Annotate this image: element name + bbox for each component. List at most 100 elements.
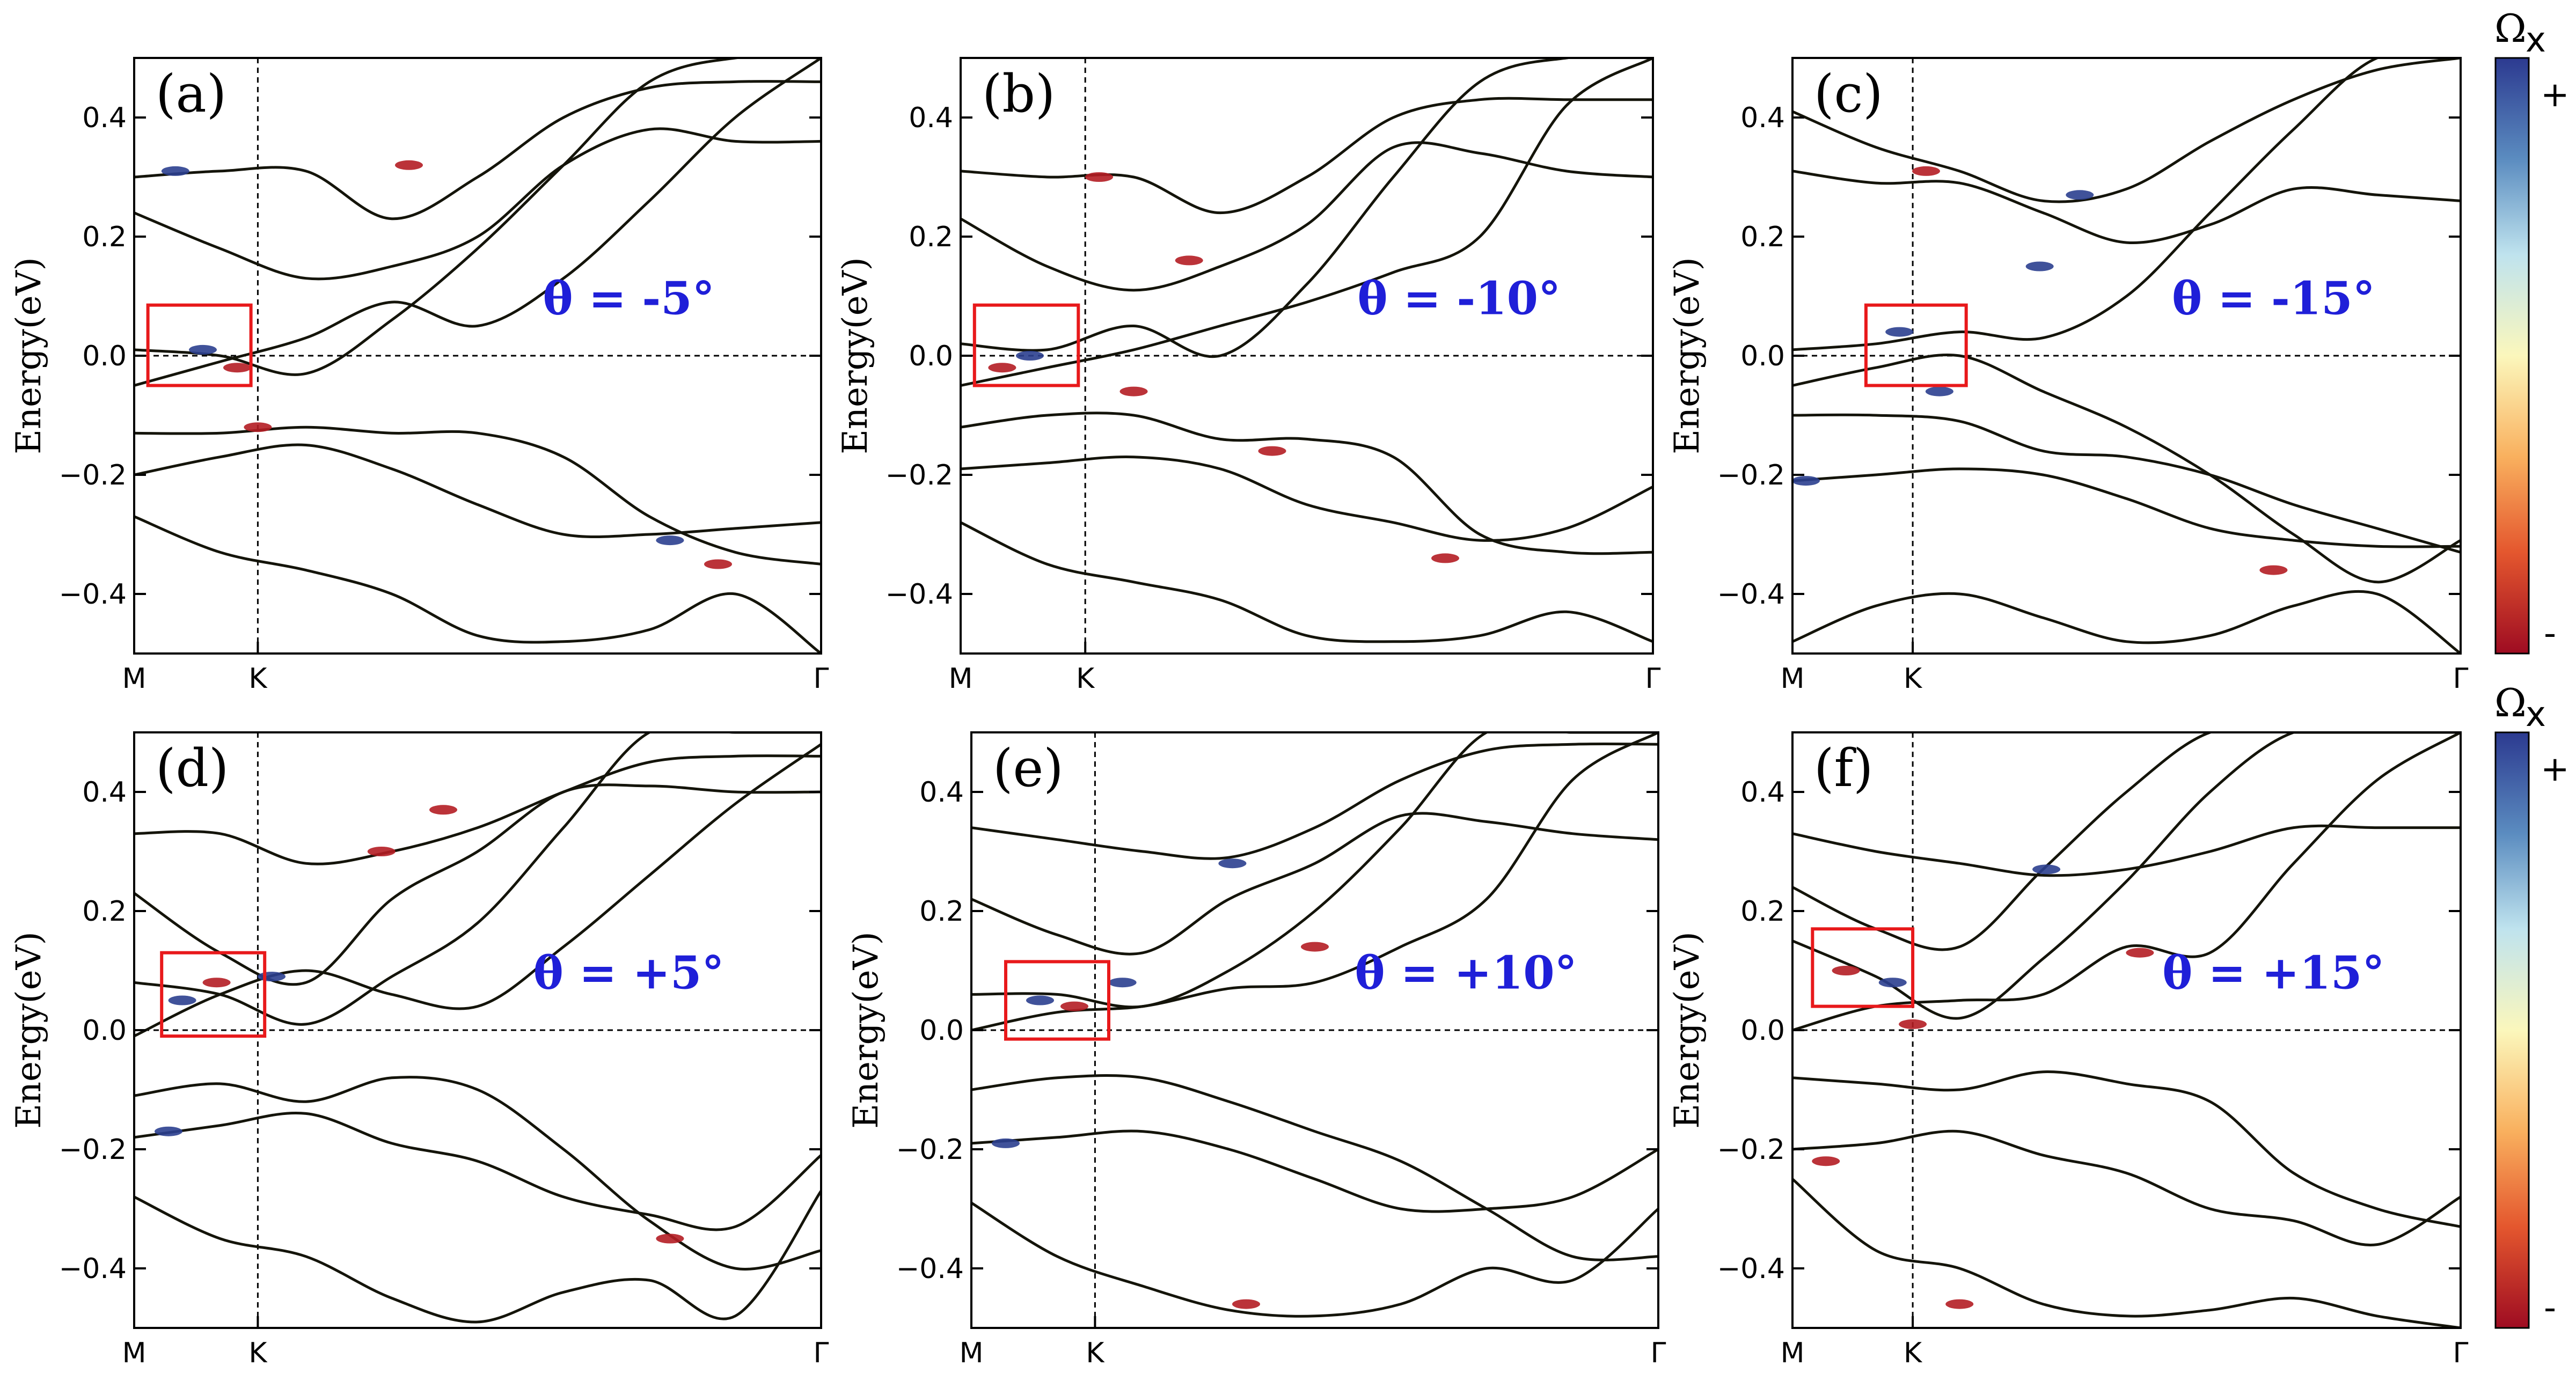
berry-hotspot-6 xyxy=(656,535,684,546)
theta-label: θ = -5° xyxy=(543,271,714,325)
band-line-3 xyxy=(134,732,821,1026)
berry-hotspot-5 xyxy=(1301,942,1329,952)
berry-hotspot-2 xyxy=(1060,1001,1088,1011)
band-line-2 xyxy=(134,783,821,986)
y-tick-label: 0.4 xyxy=(82,776,127,809)
berry-hotspot-6 xyxy=(155,1126,182,1136)
y-tick-label: −0.4 xyxy=(59,578,127,611)
panel-label: (c) xyxy=(1814,64,1883,124)
x-tick-label: M xyxy=(122,1337,147,1369)
y-tick-label: −0.4 xyxy=(1717,578,1785,611)
y-axis-label: Energy(eV) xyxy=(9,257,49,454)
band-line-7 xyxy=(1792,590,2461,654)
panel-d: 0.4 0.2 0.0 −0.2 −0.4 M K Γ Energy(eV) (d) θ = +5° xyxy=(9,731,829,1369)
band-line-2 xyxy=(1792,732,2461,951)
axes-frame xyxy=(960,57,1654,655)
x-tick-label: K xyxy=(248,1337,268,1369)
berry-hotspot-3 xyxy=(1912,166,1940,176)
berry-hotspot-1 xyxy=(168,995,196,1005)
berry-hotspot-2 xyxy=(1878,978,1907,988)
y-axis-label: Energy(eV) xyxy=(1667,931,1707,1129)
bands xyxy=(134,58,821,654)
y-axis-label: Energy(eV) xyxy=(836,257,875,454)
berry-hotspot-5 xyxy=(1119,386,1148,397)
berry-hotspot-1 xyxy=(1885,327,1914,337)
highlight-box xyxy=(146,303,253,387)
x-tick-label: K xyxy=(1904,1337,1923,1369)
panel-f: 0.4 0.2 0.0 −0.2 −0.4 M K Γ Energy(eV) (f) θ = +15… xyxy=(1667,731,2469,1369)
berry-hotspot-6 xyxy=(2259,565,2288,575)
berry-hotspot-7 xyxy=(704,559,732,569)
x-tick-label: M xyxy=(960,1337,984,1369)
theta-label: θ = -15° xyxy=(2172,271,2375,325)
band-line-1 xyxy=(134,754,821,865)
y-tick-label: 0.2 xyxy=(82,221,127,253)
y-tick-label: −0.2 xyxy=(59,1134,127,1166)
colorbar-title: Ω xyxy=(2494,6,2527,51)
band-line-6 xyxy=(134,443,821,539)
y-tick-label: 0.4 xyxy=(909,102,953,134)
y-tick-label: −0.2 xyxy=(896,1134,964,1166)
band-line-2 xyxy=(971,812,1658,956)
panel-label: (e) xyxy=(993,738,1064,798)
y-tick-label: 0.0 xyxy=(1740,1015,1785,1047)
berry-hotspot-7 xyxy=(1431,553,1459,563)
bands xyxy=(134,732,821,1324)
band-line-5 xyxy=(1792,1070,2461,1228)
theta-label: θ = +15° xyxy=(2162,946,2384,999)
band-line-2 xyxy=(961,141,1653,292)
colorbar-title: Ω xyxy=(2494,680,2527,725)
y-tick-label: −0.4 xyxy=(885,578,953,611)
berry-hotspot-3 xyxy=(258,972,286,982)
x-tick-label: Γ xyxy=(2453,663,2469,695)
berry-hotspot-3 xyxy=(1899,1019,1927,1029)
x-tick-label: K xyxy=(1086,1337,1105,1369)
berry-hotspot-2 xyxy=(988,363,1016,373)
x-tick-label: Γ xyxy=(1645,663,1661,695)
y-tick-label: 0.0 xyxy=(82,340,127,372)
berry-hotspot-6 xyxy=(1812,1156,1840,1166)
theta-label: θ = -10° xyxy=(1357,271,1561,325)
colorbar-plus-label: + xyxy=(2541,750,2570,789)
band-line-1 xyxy=(961,97,1653,215)
panel-label: (d) xyxy=(156,738,229,798)
colorbar-subscript: x xyxy=(2526,20,2546,60)
x-tick-label: M xyxy=(1781,1337,1805,1369)
berry-hotspot-1 xyxy=(1026,995,1054,1005)
y-tick-label: −0.2 xyxy=(59,459,127,491)
band-line-3 xyxy=(961,58,1653,358)
panel-e: 0.4 0.2 0.0 −0.2 −0.4 M K Γ Energy(eV) (e) θ = +10… xyxy=(846,731,1666,1369)
band-line-5 xyxy=(961,412,1653,555)
band-line-4 xyxy=(134,58,821,387)
y-tick-label: −0.4 xyxy=(59,1253,127,1285)
y-axis-label: Energy(eV) xyxy=(1667,257,1707,454)
berry-hotspot-7 xyxy=(1792,476,1820,486)
y-tick-label: −0.4 xyxy=(1717,1253,1785,1285)
colorbar-2: Ωx + - xyxy=(2494,680,2570,1329)
y-tick-label: 0.4 xyxy=(919,776,964,809)
band-line-3 xyxy=(1792,58,2461,351)
y-tick-label: 0.4 xyxy=(1740,776,1785,809)
band-line-6 xyxy=(961,455,1653,542)
band-line-1 xyxy=(134,80,821,221)
berry-hotspot-4 xyxy=(367,847,396,856)
band-line-4 xyxy=(961,58,1653,387)
band-line-3 xyxy=(1792,732,2461,1020)
band-line-7 xyxy=(134,1190,821,1324)
y-axis-label: Energy(eV) xyxy=(846,931,886,1129)
colorbar-minus-label: - xyxy=(2544,614,2556,654)
berry-hotspot-2 xyxy=(223,363,251,373)
berry-hotspot-1 xyxy=(1016,351,1044,361)
berry-hotspot-5 xyxy=(2066,190,2094,200)
panels-layer: 0.4 0.2 0.0 −0.2 −0.4 M K Γ Energy(eV) (a) θ = -5°… xyxy=(9,57,2469,1369)
y-tick-label: 0.2 xyxy=(82,895,127,928)
band-line-7 xyxy=(1792,1178,2461,1328)
berry-hotspot-4 xyxy=(2032,864,2061,875)
bands xyxy=(1792,732,2461,1328)
colorbar-subscript: x xyxy=(2526,695,2546,735)
colorbar-minus-label: - xyxy=(2544,1288,2556,1328)
y-tick-label: 0.2 xyxy=(1740,895,1785,928)
x-tick-label: M xyxy=(1781,663,1805,695)
berry-hotspot-6 xyxy=(1258,446,1286,456)
